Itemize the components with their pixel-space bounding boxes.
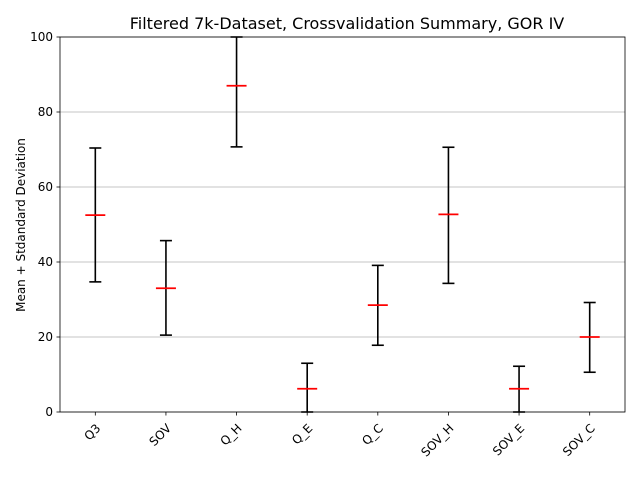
chart-title: Filtered 7k-Dataset, Crossvalidation Sum… xyxy=(130,14,565,33)
y-tick-label: 40 xyxy=(38,255,53,269)
axes-border xyxy=(59,36,626,413)
y-tick-label: 60 xyxy=(38,180,53,194)
y-tick-label: 100 xyxy=(30,30,53,44)
y-axis-label: Mean + Stdandard Deviation xyxy=(14,138,28,312)
y-tick-label: 80 xyxy=(38,105,53,119)
axes-frame xyxy=(59,36,626,413)
error-bars xyxy=(85,36,600,413)
y-tick-label: 20 xyxy=(38,330,53,344)
y-tick-label: 0 xyxy=(45,405,53,419)
